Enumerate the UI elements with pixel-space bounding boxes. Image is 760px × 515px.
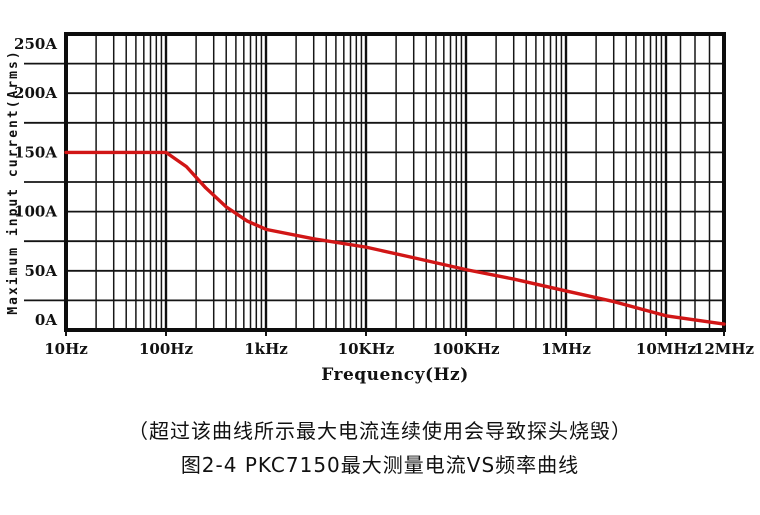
x-tick-label: 10KHz (338, 340, 395, 358)
y-tick-label: 250A (14, 35, 57, 53)
plot-border (64, 32, 726, 332)
y-tick-label: 0A (35, 311, 57, 329)
y-tick-label: 200A (14, 84, 57, 102)
caption-title: 图2-4 PKC7150最大测量电流VS频率曲线 (180, 453, 580, 477)
x-tick-label: 10MHz (636, 340, 697, 358)
derating-chart-svg: 0A 50A 100A 150A 200A 250A 10Hz 100Hz 1kHz 10KHz 1… (6, 32, 755, 385)
y-tick-label: 100A (14, 203, 57, 221)
x-tick-label: 1kHz (244, 340, 288, 358)
x-tick-label: 100Hz (139, 340, 193, 358)
x-tick-label: 10Hz (44, 340, 88, 358)
current-limit-curve (64, 150, 726, 326)
x-tick-label: 100KHz (432, 340, 500, 358)
figure-captions: （超过该曲线所示最大电流连续使用会导致探头烧毁） 图2-4 PKC7150最大测… (0, 414, 760, 482)
x-tick-label: 12MHz (694, 340, 755, 358)
x-axis-label: Frequency(Hz) (321, 365, 469, 385)
y-axis-label: Maximum input current(Arms) (6, 49, 21, 314)
x-tick-label: 1MHz (541, 340, 591, 358)
y-tick-label: 50A (24, 262, 57, 280)
caption-warning: （超过该曲线所示最大电流连续使用会导致探头烧毁） (128, 419, 632, 443)
y-tick-label: 150A (14, 143, 57, 161)
derating-chart: 0A 50A 100A 150A 200A 250A 10Hz 100Hz 1kHz 10KHz 1… (6, 32, 755, 385)
